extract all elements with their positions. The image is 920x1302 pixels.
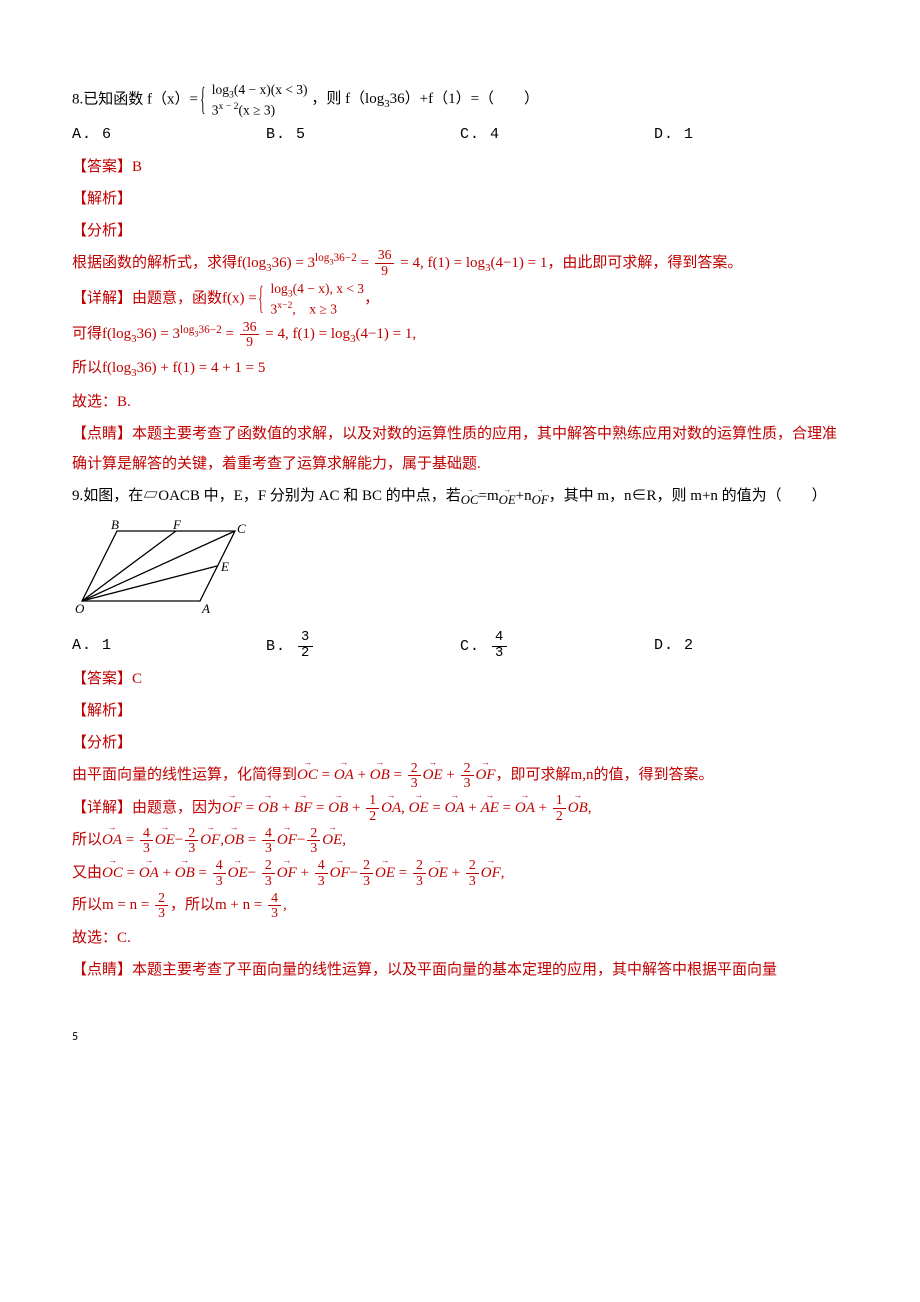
q8-opt-c: C. 4 <box>460 120 654 150</box>
q9-opt-a: A. 1 <box>72 631 266 662</box>
q9-options: A. 1 B. 32 C. 43 D. 2 <box>72 631 848 662</box>
q9-xj3: 又由OC = OA + OB = 43OE− 23OF + 43OF−23OE … <box>72 858 848 889</box>
q8-dj: 【点睛】本题主要考查了函数值的求解，以及对数的运算性质的应用，其中解答中熟练应用… <box>72 419 848 479</box>
q8-xj1: 【详解】由题意，函数f(x) = log3(4 − x), x < 3 3x−2… <box>72 281 848 317</box>
q9-opt-c: C. 43 <box>460 631 654 662</box>
q9-jiexi: 【解析】 <box>72 696 848 726</box>
q8-answer: 【答案】B <box>72 152 848 182</box>
q8-opt-d: D. 1 <box>654 120 848 150</box>
q8-opt-b: B. 5 <box>266 120 460 150</box>
svg-text:E: E <box>220 559 229 574</box>
q8-stem-post: ，则 f（log336）+f（1）=（ ） <box>311 91 539 107</box>
q8-fenxi-body: 根据函数的解析式，求得f(log336) = 3log336−2 = 369 =… <box>72 248 848 280</box>
page-number: 5 <box>72 1025 848 1049</box>
q8-xj3: 所以f(log336) + f(1) = 4 + 1 = 5 <box>72 353 848 385</box>
q8-xj2: 可得f(log336) = 3log336−2 = 369 = 4, f(1) … <box>72 319 848 351</box>
q8-jiexi: 【解析】 <box>72 184 848 214</box>
q8-xj-piecewise: log3(4 − x), x < 3 3x−2, x ≥ 3 <box>260 281 364 317</box>
q8-fenxi: 【分析】 <box>72 216 848 246</box>
q9-opt-d: D. 2 <box>654 631 848 662</box>
svg-text:F: F <box>172 519 182 532</box>
q9-xj4: 所以m = n = 23，所以m + n = 43, <box>72 890 848 921</box>
svg-text:A: A <box>201 601 210 614</box>
q8-options: A. 6 B. 5 C. 4 D. 1 <box>72 120 848 150</box>
q9-dj: 【点睛】本题主要考查了平面向量的线性运算，以及平面向量的基本定理的应用，其中解答… <box>72 955 848 985</box>
svg-text:C: C <box>237 521 246 536</box>
q8-opt-a: A. 6 <box>72 120 266 150</box>
q9-opt-b: B. 32 <box>266 631 460 662</box>
q9-fenxi: 【分析】 <box>72 728 848 758</box>
q9-gx: 故选：C. <box>72 923 848 953</box>
q8-gx: 故选：B. <box>72 387 848 417</box>
q9-diagram: O A B C E F <box>72 519 848 625</box>
svg-text:B: B <box>111 519 119 532</box>
q9-xj1: 【详解】由题意，因为OF = OB + BF = OB + 12OA, OE =… <box>72 793 848 824</box>
q8-stem-pre: 8.已知函数 f（x）= <box>72 91 198 107</box>
svg-text:O: O <box>75 601 85 614</box>
q9-answer: 【答案】C <box>72 664 848 694</box>
q8-piecewise: log3(4 − x)(x < 3) 3x − 2(x ≥ 3) <box>202 82 308 118</box>
q9-stem: 9.如图，在▱OACB 中，E，F 分别为 AC 和 BC 的中点，若OC=mO… <box>72 481 848 514</box>
q8-stem: 8.已知函数 f（x）= log3(4 − x)(x < 3) 3x − 2(x… <box>72 82 848 118</box>
